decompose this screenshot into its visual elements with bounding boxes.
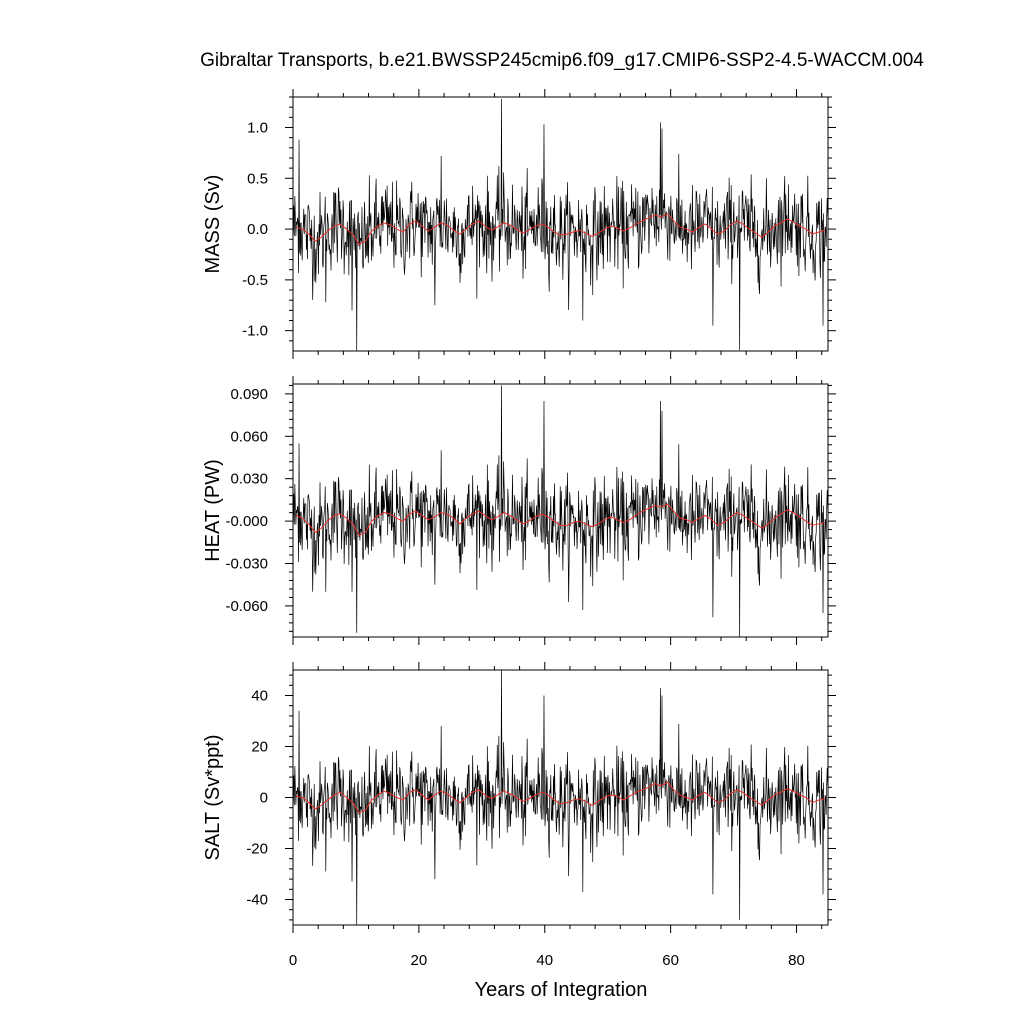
plot-frame-heat (292, 383, 829, 638)
series-monthly-salt (292, 669, 829, 926)
panel-heat: -0.060 -0.030 -0.000 0.030 0.060 0.090 HEAT (P… (202, 376, 836, 645)
y-tick-label-heat: -0.060 (225, 598, 268, 615)
panel-salt: -40 -20 0 20 40 SALT (Sv*ppt) (202, 662, 836, 933)
y-tick-label-salt: 0 (260, 790, 268, 807)
y-axis-label-mass: MASS (Sv) (202, 175, 224, 274)
plot-frame-mass (292, 96, 829, 352)
y-axis-label-salt: SALT (Sv*ppt) (202, 735, 224, 861)
y-tick-label-mass: -1.0 (242, 323, 268, 340)
y-tick-label-mass: 0.5 (247, 170, 268, 187)
series-annual-salt (296, 781, 825, 814)
series-monthly-mass (292, 99, 829, 352)
x-tick-label: 0 (289, 952, 297, 969)
y-tick-label-mass: 1.0 (247, 119, 268, 136)
chart-title: Gibraltar Transports, b.e21.BWSSP245cmip… (200, 50, 924, 71)
series-monthly-heat (292, 385, 829, 638)
y-tick-label-salt: -20 (246, 841, 268, 858)
y-tick-label-heat: 0.090 (230, 386, 268, 403)
series-annual-mass (295, 213, 826, 245)
y-tick-label-salt: -40 (246, 892, 268, 909)
y-tick-label-heat: 0.030 (230, 471, 268, 488)
y-axis-label-heat: HEAT (PW) (202, 459, 224, 562)
x-tick-label: 40 (536, 952, 553, 969)
y-tick-label-salt: 20 (251, 739, 268, 756)
x-axis-label: Years of Integration (475, 979, 648, 1001)
y-tick-label-heat: -0.030 (225, 556, 268, 573)
x-tick-label: 20 (411, 952, 428, 969)
y-tick-label-heat: -0.000 (225, 513, 268, 530)
y-tick-label-heat: 0.060 (230, 428, 268, 445)
x-tick-label: 60 (662, 952, 679, 969)
y-tick-label-salt: 40 (251, 688, 268, 705)
panel-mass: -1.0 -0.5 0.0 0.5 1.0 MASS (Sv) (202, 89, 836, 359)
x-tick-label: 80 (788, 952, 805, 969)
series-annual-heat (295, 503, 825, 536)
y-tick-label-mass: 0.0 (247, 221, 268, 238)
y-tick-label-mass: -0.5 (242, 272, 268, 289)
